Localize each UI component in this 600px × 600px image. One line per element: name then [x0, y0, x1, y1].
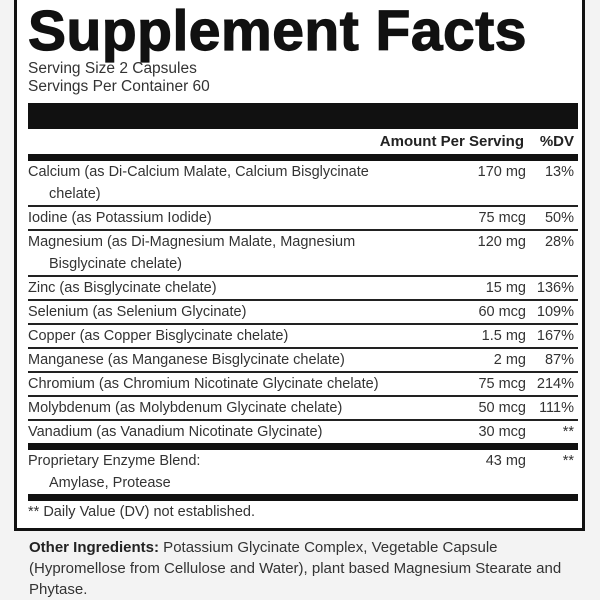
nutrient-dv: 13% [544, 164, 574, 180]
nutrient-row: Vanadium (as Vanadium Nicotinate Glycina… [28, 421, 578, 443]
footnote: ** Daily Value (DV) not established. [28, 504, 256, 520]
nutrient-name: Calcium (as Di-Calcium Malate, Calcium B… [28, 164, 369, 180]
nutrient-name: Magnesium (as Di-Magnesium Malate, Magne… [28, 234, 356, 250]
blend-name: Proprietary Enzyme Blend: [28, 453, 201, 469]
nutrient-amount: 75 mcg [478, 210, 526, 226]
nutrient-amount: 1.5 mg [481, 328, 526, 344]
nutrient-name: Manganese (as Manganese Bisglycinate che… [28, 352, 345, 368]
amount-header: Amount Per Serving [379, 133, 524, 150]
nutrient-dv: 50% [544, 210, 574, 226]
nutrient-row: Manganese (as Manganese Bisglycinate che… [28, 349, 578, 373]
divider-bar [28, 494, 578, 501]
nutrient-list: Calcium (as Di-Calcium Malate, Calcium B… [28, 161, 578, 443]
divider-bar [28, 443, 578, 450]
divider-bar [28, 103, 578, 129]
nutrient-row: Chromium (as Chromium Nicotinate Glycina… [28, 373, 578, 397]
nutrient-dv: 28% [544, 234, 574, 250]
divider-bar [28, 154, 578, 161]
nutrient-amount: 120 mg [477, 234, 526, 250]
nutrient-row: Iodine (as Potassium Iodide) 75 mcg 50% [28, 207, 578, 231]
panel-title: Supplement Facts [27, 0, 527, 63]
nutrient-name-cont: chelate) [49, 186, 101, 202]
nutrient-name: Vanadium (as Vanadium Nicotinate Glycina… [28, 424, 323, 440]
nutrient-name: Chromium (as Chromium Nicotinate Glycina… [28, 376, 379, 392]
blend-row: Proprietary Enzyme Blend: Amylase, Protea… [28, 450, 578, 494]
nutrient-row: Zinc (as Bisglycinate chelate) 15 mg 136% [28, 277, 578, 301]
serving-size: Serving Size 2 Capsules [28, 60, 197, 77]
other-ingredients: Other Ingredients: Potassium Glycinate C… [29, 537, 574, 600]
nutrient-dv: 136% [536, 280, 574, 296]
nutrient-amount: 15 mg [485, 280, 526, 296]
nutrient-name-cont: Bisglycinate chelate) [49, 256, 182, 272]
blend-amount: 43 mg [485, 453, 526, 469]
nutrient-amount: 2 mg [493, 352, 526, 368]
nutrient-dv: 109% [536, 304, 574, 320]
nutrient-dv: ** [562, 424, 574, 440]
nutrient-amount: 50 mcg [478, 400, 526, 416]
nutrient-dv: 111% [539, 400, 574, 416]
nutrient-name: Molybdenum (as Molybdenum Glycinate chel… [28, 400, 343, 416]
nutrient-dv: 167% [536, 328, 574, 344]
nutrient-dv: 214% [536, 376, 574, 392]
nutrient-amount: 60 mcg [478, 304, 526, 320]
servings-per-container: Servings Per Container 60 [28, 78, 210, 95]
other-ingredients-label: Other Ingredients: [29, 539, 160, 556]
other-ingredients-text: Potassium Glycinate Complex, Vegetable C… [29, 539, 562, 598]
dv-header: %DV [539, 133, 574, 150]
nutrient-name: Copper (as Copper Bisglycinate chelate) [28, 328, 289, 344]
blend-ingredients: Amylase, Protease [49, 475, 171, 491]
supplement-facts-panel: Supplement Facts Serving Size 2 Capsules… [14, 0, 585, 531]
nutrient-row: Molybdenum (as Molybdenum Glycinate chel… [28, 397, 578, 421]
nutrient-row: Calcium (as Di-Calcium Malate, Calcium B… [28, 161, 578, 207]
blend-dv: ** [562, 453, 574, 469]
nutrient-amount: 30 mcg [478, 424, 526, 440]
nutrient-dv: 87% [544, 352, 574, 368]
nutrient-row: Copper (as Copper Bisglycinate chelate) 1… [28, 325, 578, 349]
column-header: Amount Per Serving %DV [28, 129, 578, 154]
nutrient-name: Zinc (as Bisglycinate chelate) [28, 280, 217, 296]
nutrient-name: Iodine (as Potassium Iodide) [28, 210, 212, 226]
nutrient-amount: 170 mg [477, 164, 526, 180]
nutrient-amount: 75 mcg [478, 376, 526, 392]
nutrient-row: Magnesium (as Di-Magnesium Malate, Magne… [28, 231, 578, 277]
nutrient-row: Selenium (as Selenium Glycinate) 60 mcg 10… [28, 301, 578, 325]
nutrient-name: Selenium (as Selenium Glycinate) [28, 304, 247, 320]
